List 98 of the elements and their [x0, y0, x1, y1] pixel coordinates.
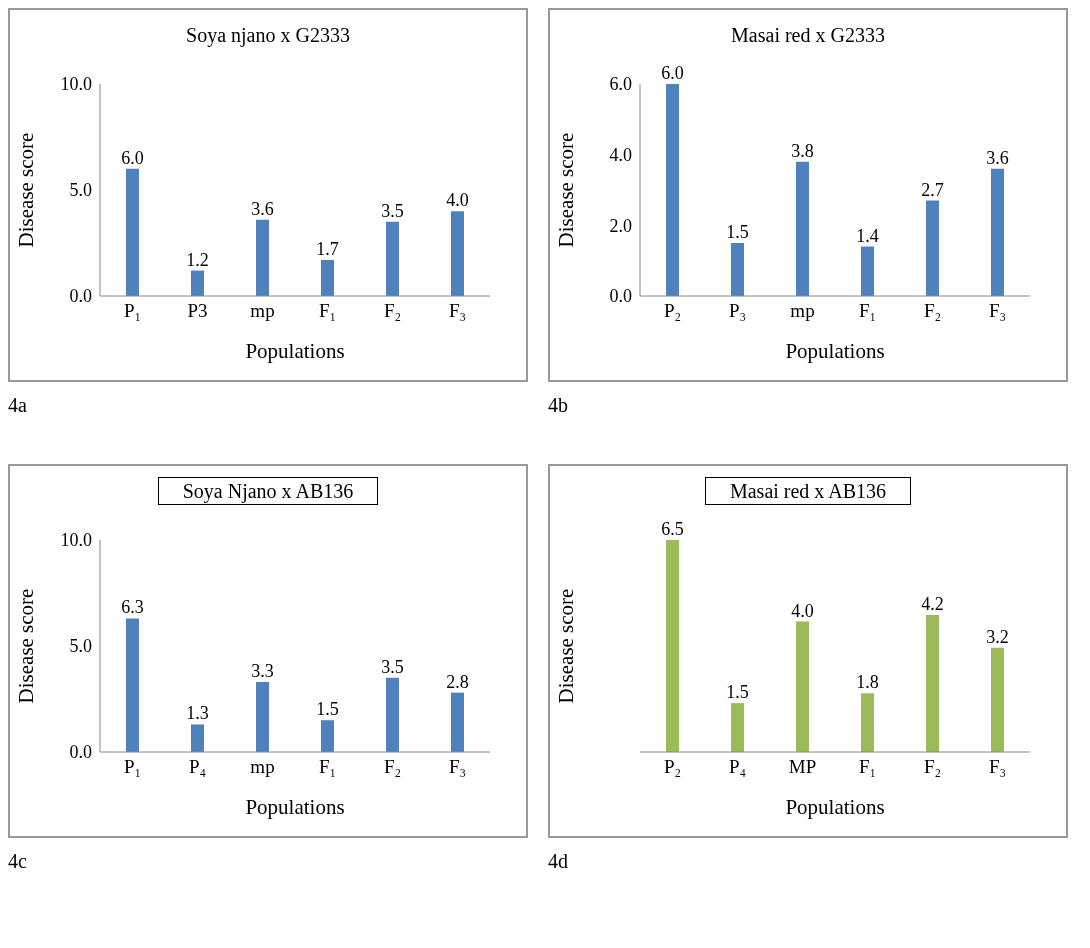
data-label: 1.3	[186, 703, 209, 724]
y-axis-title: Disease score	[14, 588, 39, 704]
bar	[731, 703, 744, 752]
data-label: 3.3	[251, 661, 274, 682]
x-tick-label: P₃	[728, 300, 747, 322]
bar	[256, 682, 269, 752]
x-tick-label: P₄	[728, 756, 747, 778]
y-tick-label: 10.0	[60, 530, 92, 551]
y-tick-label: 5.0	[69, 636, 92, 657]
data-label: 6.0	[661, 63, 684, 83]
bar	[796, 161, 809, 296]
x-tick-label: F₃	[988, 300, 1007, 322]
bar	[386, 221, 399, 296]
y-tick-label: 0.0	[69, 742, 92, 763]
x-tick-label: F₁	[318, 300, 337, 322]
x-axis-title: Populations	[245, 339, 345, 363]
bar	[991, 168, 1004, 296]
bar	[126, 618, 139, 752]
data-label: 6.0	[121, 147, 144, 168]
bar	[666, 540, 679, 752]
y-tick-label: 0.0	[69, 286, 92, 307]
x-axis-title: Populations	[245, 795, 345, 819]
bar	[666, 84, 679, 296]
y-tick-label: 5.0	[69, 180, 92, 201]
bar	[451, 692, 464, 752]
text: 4a	[8, 394, 28, 417]
y-tick-label: 2.0	[609, 215, 632, 236]
data-label: 4.0	[446, 190, 469, 211]
data-label: 3.2	[986, 626, 1009, 647]
bar	[451, 211, 464, 296]
data-label: 3.5	[381, 656, 404, 677]
x-tick-label: P₄	[188, 756, 207, 778]
x-tick-label: F₁	[858, 300, 877, 322]
x-axis-title: Populations	[785, 795, 885, 819]
bar	[861, 693, 874, 752]
bar	[926, 200, 939, 296]
y-axis-title: Disease score	[14, 132, 39, 248]
bar	[796, 621, 809, 752]
bar	[926, 615, 939, 752]
data-label: 1.4	[856, 225, 879, 246]
data-label: 6.5	[661, 519, 684, 539]
data-label: 1.7	[316, 238, 339, 259]
y-tick-label: 10.0	[60, 74, 92, 95]
y-tick-label: 0.0	[609, 286, 632, 307]
text: 4d	[548, 850, 569, 873]
bar	[731, 243, 744, 296]
data-label: 1.5	[726, 222, 749, 242]
x-tick-label: F₂	[383, 300, 402, 322]
x-tick-label: F₁	[858, 756, 877, 778]
bar	[991, 647, 1004, 752]
data-label: 4.2	[921, 594, 944, 615]
x-tick-label: mp	[250, 756, 275, 778]
y-axis-title: Disease score	[554, 588, 579, 704]
data-label: 2.8	[446, 671, 469, 692]
bar	[386, 677, 399, 752]
chart-title: Soya Njano x AB136	[157, 477, 379, 505]
y-axis-title: Disease score	[554, 132, 579, 248]
text: 4b	[548, 394, 569, 417]
x-tick-label: mp	[790, 300, 815, 322]
x-tick-label: F₂	[923, 756, 942, 778]
x-tick-label: F₃	[448, 756, 467, 778]
data-label: 3.5	[381, 200, 404, 221]
data-label: 6.3	[121, 597, 144, 618]
data-label: 2.7	[921, 179, 944, 200]
x-tick-label: F₁	[318, 756, 337, 778]
x-tick-label: P₁	[123, 300, 142, 322]
text: 4c	[8, 850, 28, 873]
chart-title: Soya njano x G2333	[185, 23, 351, 48]
data-label: 1.5	[726, 682, 749, 703]
bar	[321, 720, 334, 752]
data-label: 3.8	[791, 140, 814, 161]
bar	[321, 259, 334, 296]
chart-title: Masai red x AB136	[704, 477, 912, 505]
bar	[126, 168, 139, 296]
data-label: 1.8	[856, 672, 879, 693]
bar	[191, 270, 204, 296]
x-tick-label: P₂	[663, 300, 682, 322]
bar	[256, 219, 269, 296]
chart-title: Masai red x G2333	[730, 23, 886, 48]
x-axis-title: Populations	[785, 339, 885, 363]
data-label: 3.6	[251, 198, 274, 219]
data-label: 1.2	[186, 249, 209, 270]
bar	[191, 724, 204, 752]
x-tick-label: mp	[250, 300, 275, 322]
data-label: 4.0	[791, 600, 814, 621]
x-tick-label: P3	[187, 300, 208, 322]
x-tick-label: P₂	[663, 756, 682, 778]
x-tick-label: F₂	[923, 300, 942, 322]
y-tick-label: 4.0	[609, 145, 632, 166]
x-tick-label: F₂	[383, 756, 402, 778]
x-tick-label: P₁	[123, 756, 142, 778]
x-tick-label: F₃	[988, 756, 1007, 778]
y-tick-label: 6.0	[609, 74, 632, 95]
bar	[861, 246, 874, 296]
data-label: 1.5	[316, 699, 339, 720]
data-label: 3.6	[986, 147, 1009, 168]
x-tick-label: MP	[788, 756, 817, 778]
x-tick-label: F₃	[448, 300, 467, 322]
